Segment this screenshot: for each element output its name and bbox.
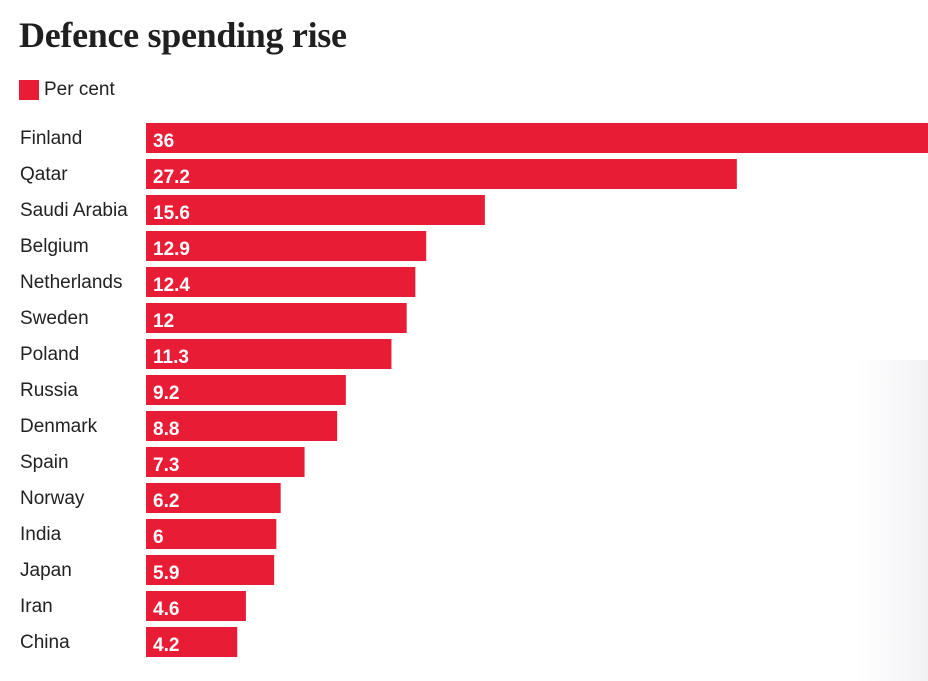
legend-label: Per cent: [44, 79, 115, 100]
category-label: Qatar: [20, 164, 68, 185]
bar-value-label: 4.6: [153, 599, 179, 620]
bar: [146, 159, 737, 189]
category-label: Belgium: [20, 236, 89, 257]
bar-value-label: 8.8: [153, 419, 179, 440]
bar-value-label: 12.9: [153, 239, 190, 260]
chart-title: Defence spending rise: [19, 15, 347, 55]
bar-value-label: 5.9: [153, 563, 179, 584]
category-label: Denmark: [20, 416, 98, 437]
bar: [146, 627, 238, 657]
bar: [146, 303, 407, 333]
bar: [146, 339, 392, 369]
category-label: Norway: [20, 488, 85, 509]
bar: [146, 231, 427, 261]
category-label: Poland: [20, 344, 79, 365]
bar: [146, 375, 346, 405]
bar-value-label: 27.2: [153, 167, 190, 188]
bar: [146, 483, 281, 513]
legend-swatch: [19, 80, 39, 100]
category-label: Japan: [20, 560, 72, 581]
category-label: Saudi Arabia: [20, 200, 128, 221]
category-label: Netherlands: [20, 272, 122, 293]
bar: [146, 555, 275, 585]
category-label: China: [20, 632, 70, 653]
bar: [146, 123, 928, 153]
bar-value-label: 12.4: [153, 275, 190, 296]
bar: [146, 267, 416, 297]
bar: [146, 195, 485, 225]
bar-value-label: 12: [153, 311, 174, 332]
category-label: Russia: [20, 380, 79, 401]
bar-value-label: 6: [153, 527, 164, 548]
bar: [146, 411, 338, 441]
legend: Per cent: [19, 79, 115, 101]
bar-value-label: 6.2: [153, 491, 179, 512]
bar-value-label: 36: [153, 131, 174, 152]
bar-value-label: 9.2: [153, 383, 179, 404]
bar-value-label: 15.6: [153, 203, 190, 224]
bar: [146, 591, 246, 621]
bar: [146, 447, 305, 477]
category-label: Iran: [20, 596, 53, 617]
bar-value-label: 4.2: [153, 635, 179, 656]
bar-value-label: 11.3: [153, 347, 189, 368]
category-label: Sweden: [20, 308, 89, 329]
bar-value-label: 7.3: [153, 455, 179, 476]
category-label: Finland: [20, 128, 82, 149]
category-label: Spain: [20, 452, 69, 473]
bar: [146, 519, 277, 549]
category-label: India: [20, 524, 62, 545]
